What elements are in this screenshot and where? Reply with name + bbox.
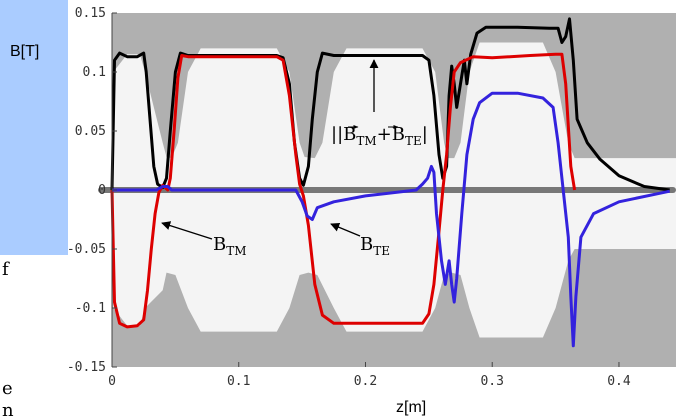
y-tick-label: 0.15 (75, 6, 106, 21)
annotation-sum-bar-close: | (422, 124, 428, 145)
side-fragment-n: n (2, 400, 14, 419)
y-tick-label: 0 (98, 183, 106, 198)
annotation-sum-sub1: TM (356, 134, 376, 148)
annotation-btm-b: B (213, 234, 226, 255)
x-tick-label: 0.2 (354, 374, 377, 389)
y-tick-label: -0.15 (67, 360, 106, 375)
y-tick-label: 0.1 (83, 65, 106, 80)
y-axis-title: B[T] (10, 43, 39, 60)
side-fragment-e: e (2, 378, 13, 399)
cavity-interior-lower (113, 190, 677, 338)
annotation-arrow-bte (330, 222, 361, 237)
x-axis-title: z[m] (396, 399, 426, 416)
x-tick-group: 0 0.1 0.2 0.3 0.4 (108, 362, 631, 389)
annotation-sum-b1: |B (337, 124, 356, 145)
annotation-sum-sub2: TE (405, 134, 422, 148)
annotation-group: ||BTM+BTE| BTM BTE (161, 59, 428, 258)
y-tick-label: 0.05 (75, 124, 106, 139)
annotation-sum-label: ||BTM+BTE| (331, 124, 428, 148)
cavity-interior-upper (113, 42, 677, 190)
left-panel-highlight (0, 0, 68, 255)
annotation-arrow-btm (161, 221, 213, 240)
annotation-bte-label: BTE (360, 234, 390, 258)
x-tick-label: 0.4 (607, 374, 631, 389)
annotation-bte-b: B (360, 234, 373, 255)
series-group (110, 17, 671, 348)
annotation-sum-plus: +B (377, 124, 405, 145)
series-line-2 (112, 91, 671, 348)
x-tick-label: 0 (108, 374, 116, 389)
x-tick-label: 0.3 (480, 374, 503, 389)
annotation-btm-sub: TM (226, 244, 246, 258)
annotation-sum-bar-open: | (331, 124, 337, 145)
y-tick-label: -0.1 (75, 301, 106, 316)
x-tick-label: 0.1 (227, 374, 250, 389)
y-tick-group: 0.15 0.1 0.05 0 -0.05 -0.1 -0.15 (67, 6, 117, 375)
series-line-1 (110, 52, 577, 329)
series-line-0 (110, 17, 670, 192)
y-tick-label: -0.05 (67, 242, 106, 257)
side-fragment-f: f (2, 259, 10, 280)
annotation-bte-sub: TE (373, 244, 390, 258)
annotation-btm-label: BTM (213, 234, 247, 258)
